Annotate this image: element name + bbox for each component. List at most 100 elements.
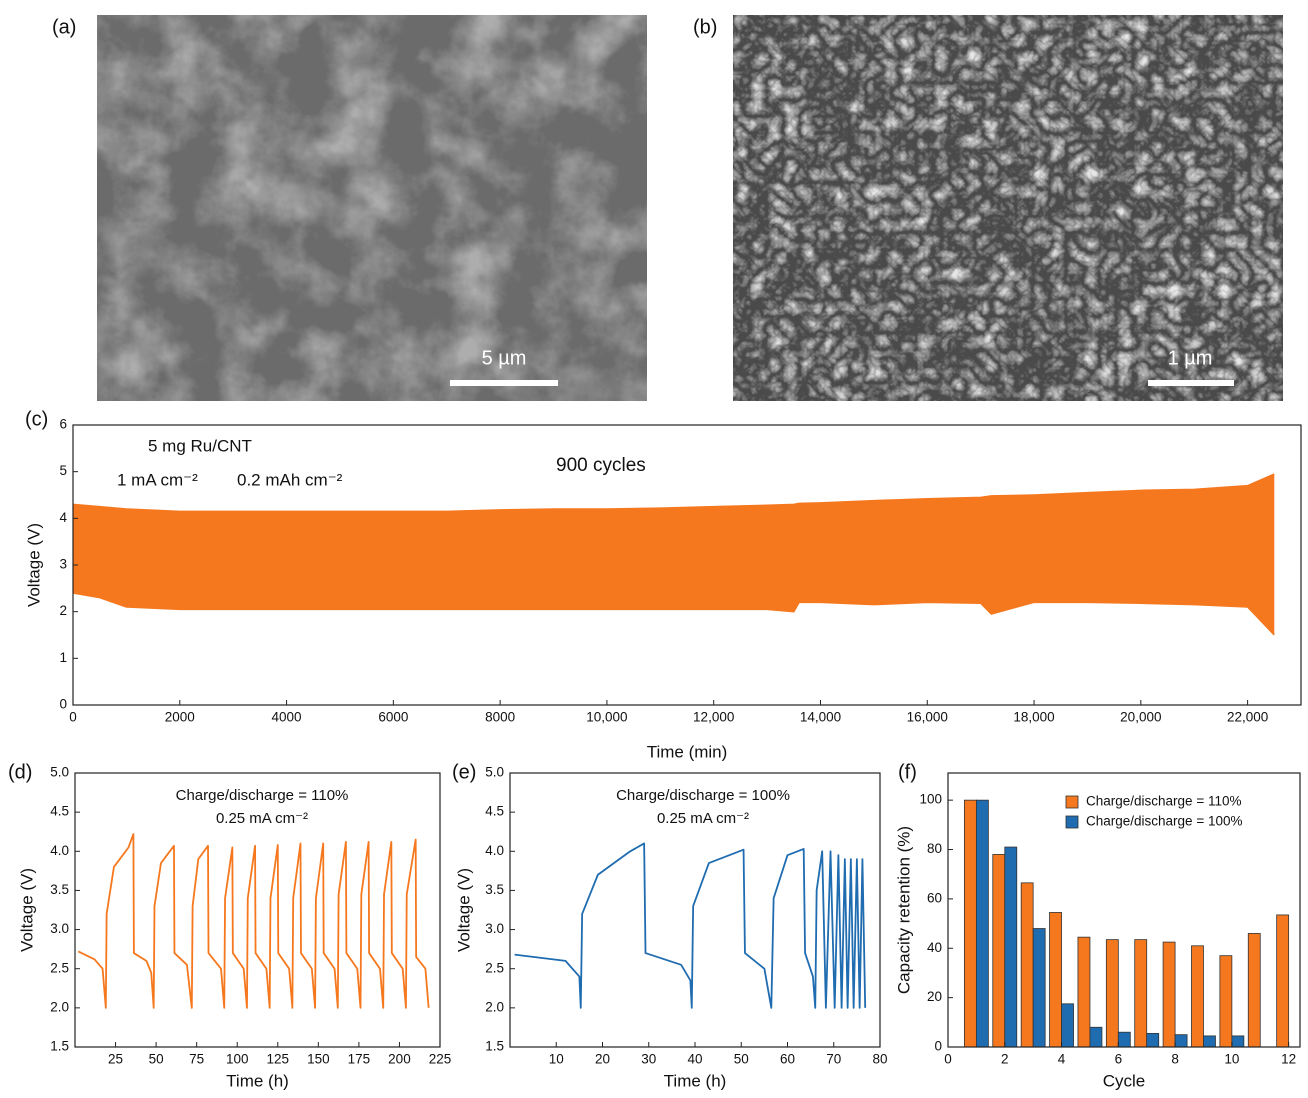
annotation: 5 mg Ru/CNT bbox=[148, 436, 252, 455]
y-tick-label: 80 bbox=[927, 841, 942, 856]
y-tick-label: 100 bbox=[919, 792, 942, 807]
annotation: Charge/discharge = 110% bbox=[176, 787, 349, 804]
sem-texture bbox=[97, 15, 647, 401]
bar bbox=[1174, 1034, 1188, 1048]
annotation: 900 cycles bbox=[556, 455, 646, 476]
y-tick-label: 20 bbox=[927, 989, 942, 1004]
x-tick-label: 2000 bbox=[165, 710, 195, 725]
bar bbox=[1162, 941, 1176, 1048]
panel-label: (b) bbox=[693, 16, 717, 38]
panel-label: (f) bbox=[898, 761, 917, 783]
y-tick-label: 40 bbox=[927, 940, 942, 955]
panel-label: (d) bbox=[8, 761, 32, 783]
x-tick-label: 14,000 bbox=[800, 710, 841, 725]
x-tick-label: 30 bbox=[641, 1052, 656, 1067]
y-tick-label: 3 bbox=[59, 557, 67, 572]
bar bbox=[1247, 933, 1261, 1048]
panel-label: (c) bbox=[25, 408, 48, 430]
annotation: 1 mA cm⁻² bbox=[117, 470, 198, 489]
x-tick-label: 70 bbox=[826, 1052, 841, 1067]
scale-bar-label: 5 µm bbox=[482, 347, 527, 369]
voltage-lower bbox=[72, 592, 1275, 636]
bar bbox=[1191, 945, 1204, 1048]
voltage-line bbox=[514, 842, 867, 1009]
y-tick-label: 2 bbox=[59, 603, 67, 618]
x-axis-label: Time (h) bbox=[664, 1071, 727, 1090]
y-tick-label: 4.0 bbox=[485, 843, 504, 858]
y-axis-label: Voltage (V) bbox=[454, 868, 473, 952]
bar bbox=[992, 854, 1006, 1048]
annotation: 0.25 mA cm⁻² bbox=[216, 810, 308, 827]
annotation: 0.25 mA cm⁻² bbox=[657, 810, 749, 827]
x-tick-label: 0 bbox=[944, 1052, 952, 1067]
panel-label: (e) bbox=[452, 761, 476, 783]
bar bbox=[1146, 1033, 1160, 1048]
x-axis-label: Cycle bbox=[1103, 1071, 1146, 1090]
annotation: 0.2 mAh cm⁻² bbox=[237, 470, 343, 489]
y-tick-label: 1.5 bbox=[485, 1039, 504, 1054]
bar bbox=[1203, 1035, 1216, 1048]
x-tick-label: 10 bbox=[1224, 1052, 1239, 1067]
plot-frame bbox=[947, 772, 1301, 1048]
x-tick-label: 12,000 bbox=[693, 710, 734, 725]
y-tick-label: 3.5 bbox=[485, 882, 504, 897]
voltage-band-fill bbox=[73, 474, 1275, 635]
x-tick-label: 22,000 bbox=[1227, 710, 1268, 725]
plot-frame bbox=[74, 772, 441, 1048]
bar bbox=[975, 799, 989, 1048]
bar bbox=[1134, 939, 1148, 1048]
x-tick-label: 4 bbox=[1058, 1052, 1066, 1067]
voltage-line bbox=[77, 833, 430, 1009]
x-tick-label: 175 bbox=[348, 1052, 371, 1067]
y-tick-label: 4.0 bbox=[50, 843, 69, 858]
y-tick-label: 5.0 bbox=[485, 765, 504, 780]
y-tick-label: 1.5 bbox=[50, 1039, 69, 1054]
x-tick-label: 0 bbox=[69, 710, 77, 725]
y-tick-label: 6 bbox=[59, 417, 67, 432]
x-tick-label: 2 bbox=[1001, 1052, 1009, 1067]
x-axis-label: Time (min) bbox=[647, 742, 728, 761]
bar bbox=[1219, 955, 1233, 1048]
y-tick-label: 0 bbox=[59, 697, 67, 712]
x-tick-label: 6000 bbox=[378, 710, 408, 725]
bar bbox=[1004, 846, 1018, 1048]
scale-bar-label: 1 µm bbox=[1168, 347, 1213, 369]
x-tick-label: 200 bbox=[388, 1052, 411, 1067]
y-tick-label: 4.5 bbox=[50, 804, 69, 819]
bar bbox=[963, 799, 977, 1048]
y-tick-label: 3.5 bbox=[50, 882, 69, 897]
annotation: Charge/discharge = 100% bbox=[616, 787, 790, 804]
y-axis-label: Voltage (V) bbox=[17, 868, 36, 952]
bar bbox=[1276, 914, 1290, 1048]
x-tick-label: 60 bbox=[780, 1052, 795, 1067]
bar bbox=[1061, 1003, 1074, 1048]
x-tick-label: 20,000 bbox=[1120, 710, 1161, 725]
legend-swatch bbox=[1065, 795, 1079, 809]
y-tick-label: 2.0 bbox=[50, 999, 69, 1014]
voltage-upper bbox=[72, 473, 1275, 513]
y-tick-label: 3.0 bbox=[50, 921, 69, 936]
bar bbox=[1049, 912, 1062, 1048]
x-tick-label: 16,000 bbox=[907, 710, 948, 725]
legend-label: Charge/discharge = 110% bbox=[1086, 794, 1241, 809]
y-tick-label: 2.5 bbox=[485, 960, 504, 975]
y-tick-label: 5.0 bbox=[50, 765, 69, 780]
y-tick-label: 5 bbox=[59, 463, 67, 478]
y-tick-label: 4 bbox=[59, 510, 67, 525]
bar bbox=[1020, 882, 1034, 1048]
x-tick-label: 80 bbox=[872, 1052, 887, 1067]
x-tick-label: 4000 bbox=[272, 710, 302, 725]
bar bbox=[1077, 936, 1091, 1048]
legend-swatch bbox=[1065, 815, 1079, 829]
y-tick-label: 1 bbox=[59, 650, 67, 665]
x-tick-label: 150 bbox=[307, 1052, 330, 1067]
legend-label: Charge/discharge = 100% bbox=[1086, 814, 1242, 829]
sem-texture bbox=[733, 15, 1283, 401]
x-tick-label: 10 bbox=[549, 1052, 564, 1067]
x-tick-label: 8 bbox=[1171, 1052, 1179, 1067]
x-tick-label: 125 bbox=[267, 1052, 290, 1067]
x-tick-label: 6 bbox=[1115, 1052, 1123, 1067]
x-tick-label: 50 bbox=[734, 1052, 749, 1067]
x-tick-label: 40 bbox=[687, 1052, 702, 1067]
x-tick-label: 8000 bbox=[485, 710, 515, 725]
